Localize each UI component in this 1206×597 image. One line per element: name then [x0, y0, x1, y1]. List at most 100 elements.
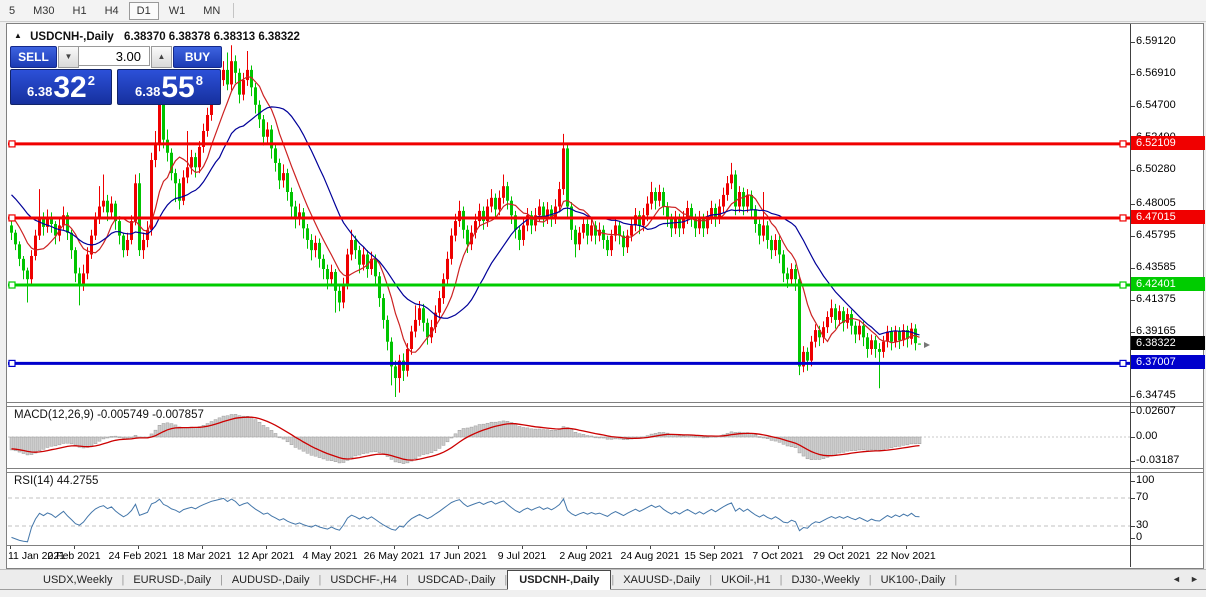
date-tick-label: 18 Mar 2021 — [172, 550, 232, 562]
sell-button[interactable]: SELL — [10, 46, 57, 68]
macd-tick-label: -0.03187 — [1136, 454, 1180, 466]
price-tick-mark — [1131, 203, 1135, 205]
tab-usdcnh-daily[interactable]: USDCNH-,Daily — [507, 569, 612, 590]
price-tick-label: 6.45795 — [1136, 228, 1176, 241]
tab-usdchf-h4[interactable]: USDCHF-,H4 — [330, 573, 397, 586]
date-tick-label: 9 Jul 2021 — [497, 550, 547, 562]
date-axis-divider — [7, 545, 1203, 546]
ma-slow-line — [11, 106, 920, 336]
panel-divider[interactable] — [7, 402, 1203, 403]
price-tick-mark — [1131, 106, 1135, 108]
price-chart-canvas[interactable] — [8, 25, 1130, 402]
timeframe-button-h1[interactable]: H1 — [72, 4, 87, 17]
horizontal-level-line[interactable] — [8, 281, 1130, 289]
timeframe-button-mn[interactable]: MN — [203, 4, 221, 17]
rsi-label: RSI(14) 44.2755 — [14, 475, 99, 487]
horizontal-level-line[interactable] — [8, 359, 1130, 368]
tab-separator: | — [954, 573, 958, 586]
panel-divider[interactable] — [7, 406, 1203, 407]
date-tick-mark — [650, 546, 651, 549]
rsi-tick-mark — [1131, 481, 1135, 482]
buy-price-button[interactable]: 6.38 55 8 — [117, 69, 221, 105]
toolbar-separator — [233, 3, 235, 18]
macd-tick-mark — [1131, 437, 1135, 438]
timeframe-button-5[interactable]: 5 — [9, 4, 16, 17]
rsi-indicator-canvas[interactable] — [8, 473, 1130, 545]
date-tick-label: 26 May 2021 — [363, 550, 425, 562]
date-tick-label: 7 Oct 2021 — [752, 550, 804, 562]
horizontal-level-line[interactable] — [8, 140, 1130, 148]
date-tick-mark — [138, 546, 139, 549]
price-tick-label: 6.56910 — [1136, 67, 1176, 80]
price-tick-mark — [1131, 396, 1135, 398]
rsi-tick-label: 30 — [1136, 519, 1149, 531]
tabs-scroll-right-icon[interactable]: ► — [1190, 574, 1199, 584]
price-tick-label: 6.39165 — [1136, 325, 1176, 338]
date-tick-mark — [842, 546, 843, 549]
price-tick-mark — [1131, 74, 1135, 76]
tab-separator: | — [405, 573, 409, 586]
tab-separator: | — [868, 573, 872, 586]
chart-ohlc-values: 6.38370 6.38378 6.38313 6.38322 — [124, 31, 300, 43]
date-tick-label: 11 Jan 2021 — [8, 550, 66, 562]
panel-divider[interactable] — [7, 472, 1203, 473]
price-tick-label: 6.41375 — [1136, 292, 1176, 305]
tab-eurusd-daily[interactable]: EURUSD-,Daily — [133, 573, 211, 586]
date-tick-label: 12 Apr 2021 — [237, 550, 295, 562]
date-tick-mark — [202, 546, 203, 549]
tab-separator: | — [779, 573, 783, 586]
macd-signal-line — [11, 416, 920, 461]
sell-price-button[interactable]: 6.38 32 2 — [10, 69, 112, 105]
tab-dj30-weekly[interactable]: DJ30-,Weekly — [791, 573, 860, 586]
date-tick-mark — [394, 546, 395, 549]
timeframe-button-h4[interactable]: H4 — [104, 4, 119, 17]
date-tick-mark — [778, 546, 779, 549]
date-tick-label: 17 Jun 2021 — [429, 550, 487, 562]
level-price-label: 6.37007 — [1131, 355, 1205, 370]
rsi-tick-mark — [1131, 526, 1135, 527]
date-tick-mark — [266, 546, 267, 549]
timeframe-button-w1[interactable]: W1 — [168, 4, 186, 17]
tab-usdx-weekly[interactable]: USDX,Weekly — [43, 573, 113, 586]
tab-xauusd-daily[interactable]: XAUUSD-,Daily — [623, 573, 701, 586]
collapse-chart-icon[interactable]: ▲ — [14, 31, 22, 40]
timeframe-button-m30[interactable]: M30 — [33, 4, 55, 17]
current-price-label: 6.38322 — [1131, 336, 1205, 351]
tab-audusd-daily[interactable]: AUDUSD-,Daily — [231, 573, 310, 586]
panel-divider[interactable] — [7, 468, 1203, 469]
macd-tick-mark — [1131, 461, 1135, 462]
date-tick-mark — [906, 546, 907, 549]
date-tick-mark — [586, 546, 587, 549]
tabs-scroll-left-icon[interactable]: ◄ — [1172, 574, 1181, 584]
buy-price-pips: 55 — [161, 71, 195, 104]
chart-window — [6, 23, 1204, 569]
tab-separator: | — [318, 573, 322, 586]
tab-uk100-daily[interactable]: UK100-,Daily — [880, 573, 946, 586]
macd-label: MACD(12,26,9) -0.005749 -0.007857 — [14, 409, 204, 421]
volume-decrease-icon[interactable]: ▼ — [58, 46, 79, 68]
date-tick-label: 24 Feb 2021 — [108, 550, 168, 562]
timeframe-button-d1[interactable]: D1 — [128, 1, 159, 20]
macd-tick-label: 0.00 — [1136, 430, 1158, 442]
tab-usdcad-daily[interactable]: USDCAD-,Daily — [417, 573, 496, 586]
price-tick-label: 6.34745 — [1136, 389, 1176, 402]
rsi-tick-label: 70 — [1136, 491, 1149, 503]
tab-ukoil-h1[interactable]: UKOil-,H1 — [721, 573, 771, 586]
date-tick-label: 15 Sep 2021 — [684, 550, 744, 562]
sell-price-pips: 32 — [53, 71, 87, 104]
volume-increase-icon[interactable]: ▲ — [151, 46, 172, 68]
price-tick-mark — [1131, 42, 1135, 43]
rsi-tick-mark — [1131, 498, 1135, 499]
level-price-label: 6.42401 — [1131, 277, 1205, 291]
sell-price-point: 2 — [87, 73, 95, 88]
date-tick-mark — [458, 546, 459, 549]
date-tick-label: 2 Aug 2021 — [559, 550, 613, 562]
chart-symbol-period: USDCNH-,Daily — [30, 31, 114, 43]
level-price-label: 6.47015 — [1131, 209, 1205, 224]
volume-input[interactable]: 3.00 — [78, 46, 150, 66]
horizontal-level-line[interactable] — [8, 214, 1130, 222]
date-tick-mark — [330, 546, 331, 549]
macd-indicator-canvas[interactable] — [8, 407, 1130, 468]
buy-button[interactable]: BUY — [173, 46, 222, 68]
